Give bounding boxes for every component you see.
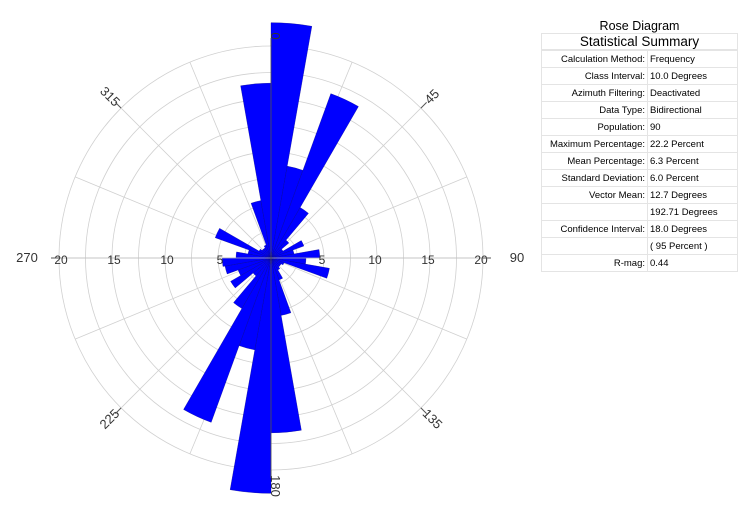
rose-bar [183,257,272,423]
summary-value: 22.2 Percent [647,135,738,153]
compass-tick [115,102,122,109]
summary-label: Confidence Interval: [541,220,648,238]
radial-tick-label: 5 [217,253,224,267]
grid-spoke [74,257,272,340]
compass-label: 180 [268,475,283,497]
summary-row: Azimuth Filtering: Deactivated [541,84,738,102]
summary-label: Vector Mean: [541,186,648,204]
grid-spoke [270,257,422,409]
summary-value: 192.71 Degrees [647,203,738,221]
summary-row: Data Type: Bidirectional [541,101,738,119]
summary-row: ( 95 Percent ) [541,237,738,255]
rose-bar [233,257,272,309]
statistical-summary-panel: Rose Diagram Statistical Summary Calcula… [541,19,738,272]
compass-label: 135 [420,406,446,432]
summary-row: Calculation Method: Frequency [541,50,738,68]
summary-label: R-mag: [541,254,648,272]
compass-label: 0 [268,32,283,39]
summary-label [541,203,648,221]
summary-value: 6.3 Percent [647,152,738,170]
summary-value: Frequency [647,50,738,68]
rose-bar [270,22,313,259]
rose-bar [270,93,359,259]
summary-value: ( 95 Percent ) [647,237,738,255]
summary-title: Rose Diagram [599,19,680,33]
summary-value: 6.0 Percent [647,169,738,187]
summary-table: Calculation Method: Frequency Class Interv… [541,50,738,272]
radial-tick-label: 5 [319,253,326,267]
compass-tick [115,407,122,414]
summary-row: Mean Percentage: 6.3 Percent [541,152,738,170]
rose-bar [215,228,272,259]
grid-spoke [270,176,468,259]
summary-row: Maximum Percentage: 22.2 Percent [541,135,738,153]
summary-value: 90 [647,118,738,136]
summary-row: R-mag: 0.44 [541,254,738,272]
summary-label [541,237,648,255]
rose-bar [270,239,290,259]
summary-label: Mean Percentage: [541,152,648,170]
summary-label: Data Type: [541,101,648,119]
summary-value: Bidirectional [647,101,738,119]
summary-value: Deactivated [647,84,738,102]
summary-label: Calculation Method: [541,50,648,68]
summary-value: 18.0 Degrees [647,220,738,238]
rose-bar [270,240,305,259]
compass-tick [420,407,427,414]
radial-tick-label: 20 [474,253,488,267]
summary-row: Class Interval: 10.0 Degrees [541,67,738,85]
grid-spoke [189,61,272,259]
grid-spoke [270,107,422,259]
summary-row: Standard Deviation: 6.0 Percent [541,169,738,187]
grid-spoke [120,257,272,409]
rose-bar [270,207,309,259]
summary-label: Class Interval: [541,67,648,85]
summary-value: 12.7 Degrees [647,186,738,204]
rose-bar [230,257,272,289]
compass-tick [420,102,427,109]
summary-label: Azimuth Filtering: [541,84,648,102]
grid-spoke [120,107,272,259]
summary-value: 10.0 Degrees [647,67,738,85]
compass-label: 270 [16,250,38,265]
radial-tick-label: 10 [368,253,382,267]
compass-label: 225 [96,406,122,432]
summary-value: 0.44 [647,254,738,272]
summary-row: Vector Mean: 12.7 Degrees [541,186,738,204]
grid-spoke [270,257,353,455]
grid-spoke [270,257,468,340]
summary-subtitle: Statistical Summary [541,33,738,50]
summary-label: Maximum Percentage: [541,135,648,153]
summary-row: 192.71 Degrees [541,203,738,221]
rose-bars [183,22,359,494]
radial-tick-label: 15 [107,253,121,267]
rose-bar [258,248,272,259]
rose-bar [270,257,330,279]
rose-bar [229,257,272,494]
summary-row: Confidence Interval: 18.0 Degrees [541,220,738,238]
radial-tick-label: 10 [160,253,174,267]
summary-label: Standard Deviation: [541,169,648,187]
summary-row: Population: 90 [541,118,738,136]
radial-tick-label: 20 [54,253,68,267]
summary-label: Population: [541,118,648,136]
compass-label: 90 [510,250,524,265]
radial-tick-label: 15 [421,253,435,267]
